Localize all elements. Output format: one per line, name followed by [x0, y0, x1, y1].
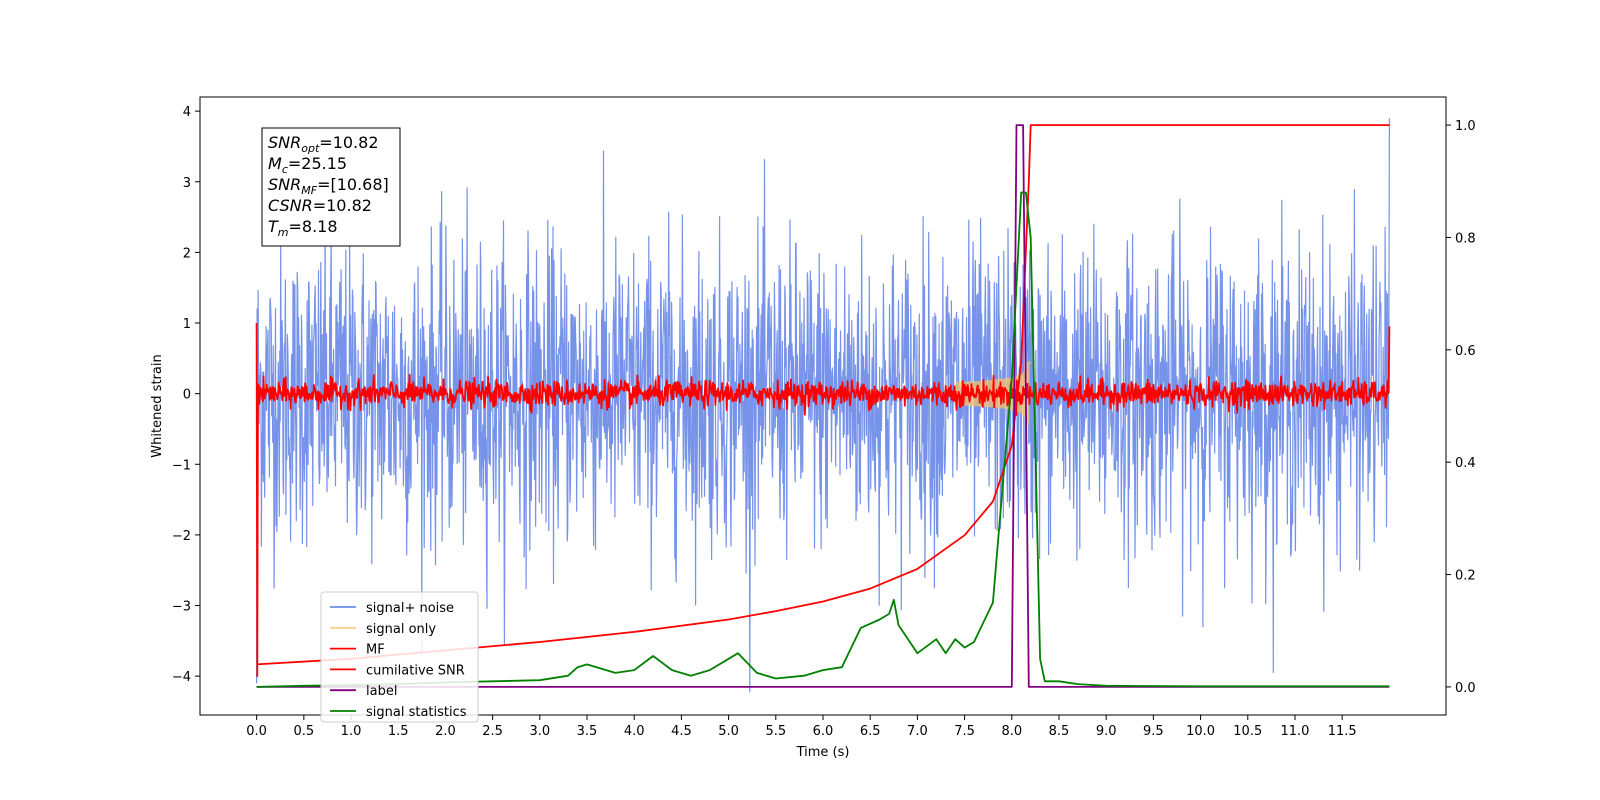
- y2-tick-label: 0.4: [1455, 456, 1476, 471]
- y-tick-label: −2: [172, 529, 191, 544]
- x-tick-label: 2.0: [435, 724, 456, 739]
- series-line-4: [256, 124, 1390, 688]
- x-tick-label: 7.5: [954, 724, 975, 739]
- x-tick-label: 1.0: [341, 724, 362, 739]
- info-line: Mc=25.15: [268, 154, 347, 176]
- legend-label: MF: [366, 643, 385, 658]
- x-tick-label: 10.5: [1233, 724, 1262, 739]
- y-axis-right: 1.0 0.8 0.6 0.4 0.2 0.0: [1446, 119, 1476, 696]
- x-tick-label: 3.0: [529, 724, 550, 739]
- info-line: SNRMF=[10.68]: [268, 175, 389, 197]
- series-line-3: [256, 124, 1390, 666]
- x-tick-label: 1.5: [388, 724, 409, 739]
- x-axis: 0.0 0.5 1.0 1.5 2.0 2.5 3.0 3.5 4.0 4.5 5.0 5.5 6.0 6…: [246, 715, 1357, 739]
- x-tick-label: 4.5: [671, 724, 692, 739]
- y-tick-label: 0: [183, 388, 191, 403]
- series-line-5: [256, 191, 1390, 688]
- info-line: Tm=8.18: [268, 217, 338, 239]
- y-tick-label: −4: [172, 670, 191, 685]
- y-tick-label: −1: [172, 458, 191, 473]
- y2-tick-label: 0.6: [1455, 344, 1476, 359]
- x-tick-label: 3.5: [577, 724, 598, 739]
- y-tick-label: −3: [172, 600, 191, 615]
- x-tick-label: 6.0: [813, 724, 834, 739]
- x-tick-label: 11.0: [1280, 724, 1309, 739]
- x-tick-label: 0.0: [246, 724, 267, 739]
- x-tick-label: 6.5: [860, 724, 881, 739]
- info-box-frame: [261, 127, 401, 247]
- info-line: SNRopt=10.82: [268, 133, 379, 155]
- x-tick-label: 8.0: [1001, 724, 1022, 739]
- legend-label: label: [366, 684, 397, 699]
- x-tick-label: 5.5: [765, 724, 786, 739]
- legend-label: signal statistics: [366, 705, 467, 720]
- series-line-0: [256, 118, 1390, 693]
- y-axis-label: Whitened strain: [150, 354, 165, 457]
- y-tick-label: 1: [183, 317, 191, 332]
- y2-tick-label: 0.2: [1455, 569, 1476, 584]
- y-axis-left: 4 3 2 1 0 −1 −2 −3 −4: [172, 105, 200, 685]
- y-tick-label: 2: [183, 246, 191, 261]
- x-tick-label: 10.0: [1186, 724, 1215, 739]
- y-tick-label: 4: [183, 105, 191, 120]
- series-line-2: [255, 322, 1391, 678]
- x-tick-label: 11.5: [1328, 724, 1357, 739]
- x-tick-label: 2.5: [482, 724, 503, 739]
- x-tick-label: 9.5: [1143, 724, 1164, 739]
- y2-tick-label: 0.0: [1455, 681, 1476, 696]
- x-axis-label: Time (s): [796, 745, 850, 760]
- x-tick-label: 0.5: [293, 724, 314, 739]
- y-tick-label: 3: [183, 176, 191, 191]
- legend-label: signal+ noise: [366, 601, 454, 616]
- legend: signal+ noise signal only MF cumilative SNR…: [320, 591, 479, 723]
- x-tick-label: 4.0: [624, 724, 645, 739]
- x-tick-label: 7.0: [907, 724, 928, 739]
- x-tick-label: 8.5: [1049, 724, 1070, 739]
- legend-label: signal only: [366, 622, 436, 637]
- info-box: SNRopt=10.82Mc=25.15SNRMF=[10.68]CSNR=10…: [261, 127, 401, 247]
- legend-frame: [320, 591, 479, 723]
- legend-label: cumilative SNR: [366, 663, 465, 678]
- x-tick-label: 5.0: [718, 724, 739, 739]
- x-tick-label: 9.0: [1096, 724, 1117, 739]
- plot-area: [255, 118, 1391, 693]
- info-line: CSNR=10.82: [268, 196, 372, 215]
- y2-tick-label: 1.0: [1455, 119, 1476, 134]
- y2-tick-label: 0.8: [1455, 231, 1476, 246]
